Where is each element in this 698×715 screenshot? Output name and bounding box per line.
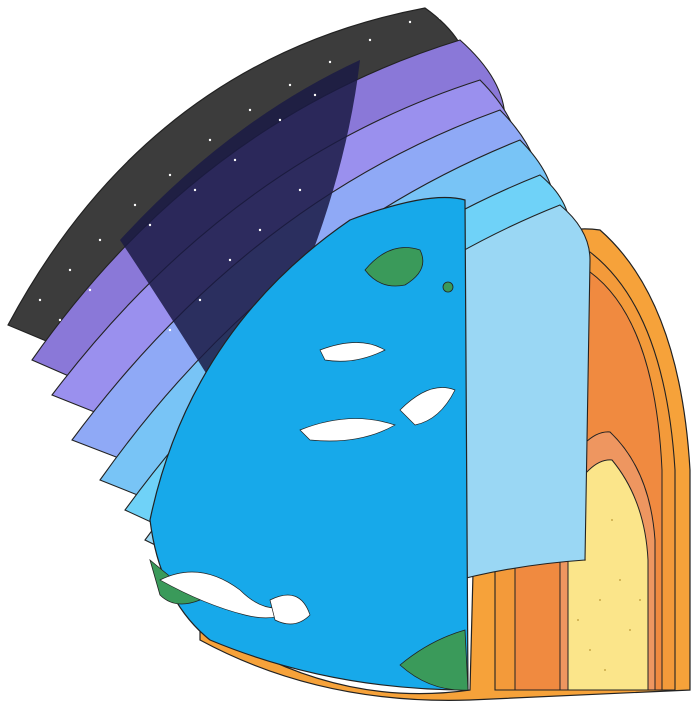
night-sky-region bbox=[120, 60, 360, 420]
cloud-patterns bbox=[159, 342, 456, 625]
land-masses bbox=[149, 247, 469, 691]
stars bbox=[38, 16, 442, 332]
ocean-surface bbox=[149, 196, 469, 691]
